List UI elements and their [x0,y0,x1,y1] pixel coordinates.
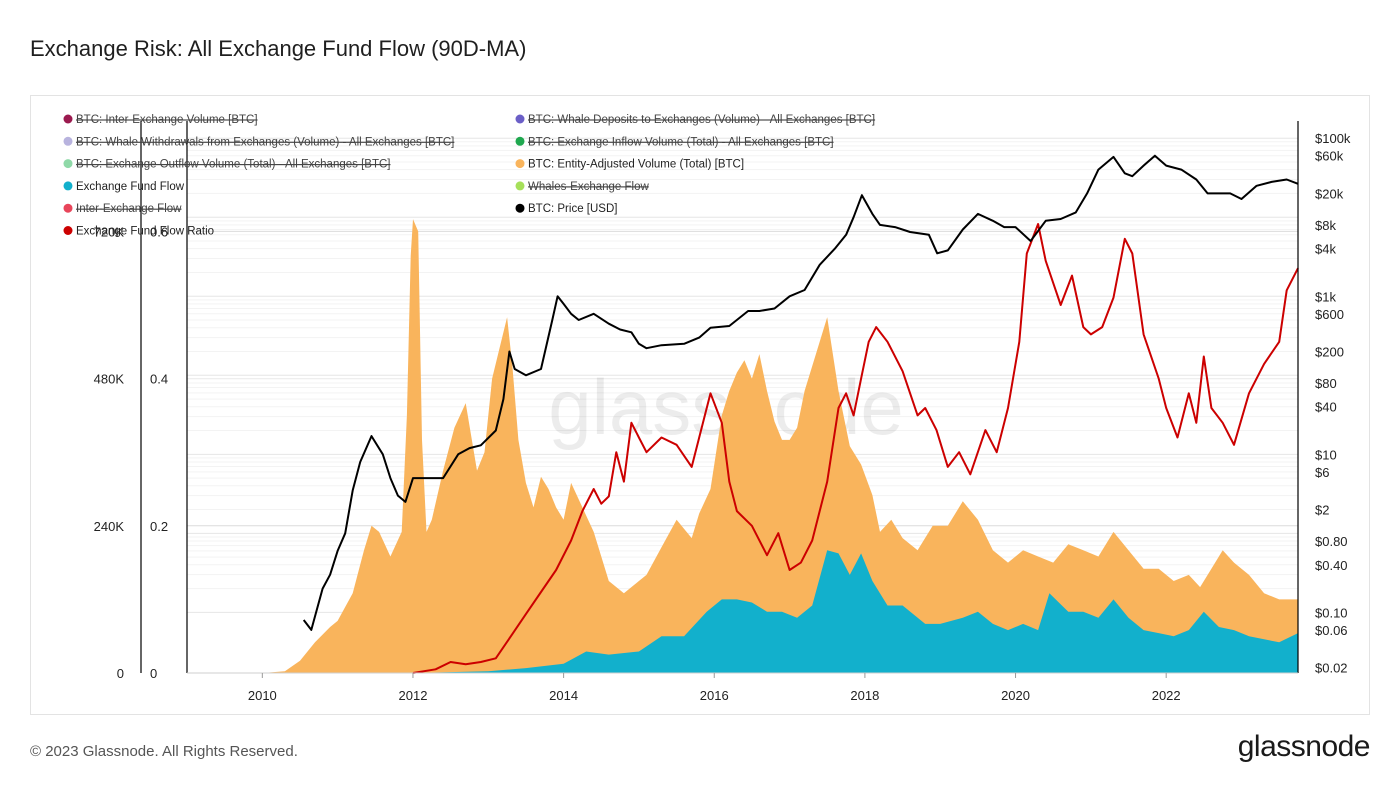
x-axis-tick-label: 2016 [700,688,729,703]
legend-swatch-icon [63,114,73,124]
price-axis-tick-label: $40 [1315,400,1337,415]
price-axis-tick-label: $8k [1315,218,1336,233]
legend-swatch-icon [63,159,73,169]
price-axis-tick-label: $1k [1315,289,1336,304]
series-area-btc-entity-adjusted-volume-total-btc [262,219,1298,673]
price-axis-tick-label: $600 [1315,307,1344,322]
legend-item[interactable]: BTC: Whale Withdrawals from Exchanges (V… [63,136,455,148]
x-axis-tick-label: 2012 [399,688,428,703]
legend-label: Exchange Fund Flow [76,181,185,193]
price-axis-tick-label: $0.40 [1315,558,1348,573]
legend-label: Exchange Fund Flow Ratio [76,226,214,238]
left-axis-tick-label: 240K [94,519,125,534]
price-axis-tick-label: $6 [1315,465,1329,480]
axes: 0 240K 480K 720K 0 0.2 0.4 0.6 $0.02 $0.06 $0.10 $0… [94,121,1351,703]
series-line-btc-price-usd [302,154,1299,631]
legend-swatch-icon [63,226,73,235]
ratio-axis-tick-label: 0.4 [150,372,168,387]
price-axis-tick-label: $60k [1315,149,1344,164]
chart-title: Exchange Risk: All Exchange Fund Flow (9… [30,36,527,61]
legend-item[interactable]: BTC: Exchange Inflow Volume (Total) - Al… [515,136,834,148]
legend-item[interactable]: BTC: Entity-Adjusted Volume (Total) [BTC… [515,159,745,171]
price-axis-tick-label: $0.10 [1315,605,1348,620]
left-axis-tick-label: 480K [94,372,125,387]
ratio-axis-tick-label: 0.6 [150,224,168,239]
legend-swatch-icon [515,181,525,191]
price-axis-tick-label: $4k [1315,242,1336,257]
series-layer [262,154,1299,674]
legend-label: BTC: Whale Deposits to Exchanges (Volume… [528,114,875,126]
legend-item[interactable]: Exchange Fund Flow [63,181,185,193]
ratio-axis-tick-label: 0 [150,666,157,681]
legend-label: Inter-Exchange Flow [76,203,182,215]
price-axis-tick-label: $80 [1315,376,1337,391]
legend-item[interactable]: BTC: Price [USD] [515,203,618,215]
legend-swatch-icon [63,203,73,213]
legend-label: Whales-Exchange Flow [528,181,649,193]
glassnode-logo: glassnode [1237,730,1371,763]
legend-swatch-icon [515,159,525,169]
price-axis-tick-label: $200 [1315,344,1344,359]
left-axis-tick-label: 0 [117,666,124,681]
left-axis-tick-label: 720K [94,224,125,239]
x-axis-tick-label: 2022 [1152,688,1181,703]
legend-label: BTC: Exchange Inflow Volume (Total) - Al… [528,136,834,148]
legend-item[interactable]: BTC: Inter-Exchange Volume [BTC] [63,114,258,126]
legend-label: BTC: Price [USD] [528,203,617,215]
x-axis-tick-label: 2010 [248,688,277,703]
price-axis-tick-label: $2 [1315,503,1329,518]
legend-item[interactable]: Whales-Exchange Flow [515,181,650,193]
price-axis-tick-label: $10 [1315,447,1337,462]
legend-label: BTC: Inter-Exchange Volume [BTC] [76,114,258,126]
legend-swatch-icon [515,136,525,146]
price-axis-tick-label: $20k [1315,186,1344,201]
legend-swatch-icon [515,203,525,213]
legend-swatch-icon [63,136,73,146]
legend-swatch-icon [515,114,525,124]
legend-label: BTC: Whale Withdrawals from Exchanges (V… [76,136,454,148]
legend-item[interactable]: BTC: Whale Deposits to Exchanges (Volume… [515,114,876,126]
series-line-exchange-fund-flow-ratio [412,223,1299,674]
legend-swatch-icon [63,181,73,191]
legend-label: BTC: Entity-Adjusted Volume (Total) [BTC… [528,159,744,171]
price-axis-tick-label: $0.02 [1315,661,1348,676]
x-axis-tick-label: 2020 [1001,688,1030,703]
price-axis-tick-label: $0.80 [1315,534,1348,549]
legend-item[interactable]: Exchange Fund Flow Ratio [63,226,215,238]
chart-container: glassnode 0240K480K720K00.20.40.6$0.02$0… [30,95,1370,715]
chart-canvas[interactable]: glassnode 0240K480K720K00.20.40.6$0.02$0… [31,96,1369,714]
legend-label: BTC: Exchange Outflow Volume (Total) - A… [76,159,390,171]
ratio-axis-tick-label: 0.2 [150,519,168,534]
price-axis-tick-label: $0.06 [1315,623,1348,638]
legend-item[interactable]: Inter-Exchange Flow [63,203,183,215]
copyright-text: © 2023 Glassnode. All Rights Reserved. [30,743,298,760]
series-area-exchange-fund-flow [413,550,1298,673]
legend-item[interactable]: BTC: Exchange Outflow Volume (Total) - A… [63,159,391,171]
x-axis-tick-label: 2018 [850,688,879,703]
legend: BTC: Inter-Exchange Volume [BTC] BTC: Wha… [63,114,876,238]
price-axis-tick-label: $100k [1315,131,1351,146]
x-axis-tick-label: 2014 [549,688,578,703]
